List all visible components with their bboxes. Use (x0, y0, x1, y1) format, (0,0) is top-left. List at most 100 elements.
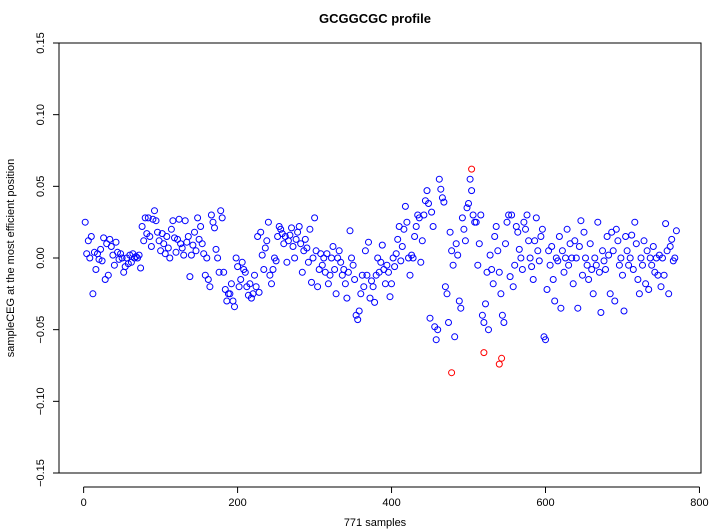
data-point (388, 280, 395, 288)
data-point (538, 225, 546, 233)
data-point (463, 204, 471, 212)
data-point (117, 250, 125, 258)
data-point (488, 266, 496, 273)
data-point (445, 319, 452, 326)
data-point (662, 220, 670, 228)
y-tick-label: 0.10 (35, 104, 47, 125)
data-point (457, 304, 465, 312)
data-point (460, 225, 468, 233)
data-point (218, 214, 226, 222)
data-point (100, 234, 108, 242)
data-point (346, 227, 354, 235)
data-point (579, 271, 586, 279)
data-point (503, 218, 511, 226)
data-point (357, 290, 365, 298)
data-point (605, 251, 613, 259)
data-point (92, 266, 100, 273)
data-point (586, 240, 594, 248)
data-point (428, 208, 436, 216)
data-point (328, 254, 335, 262)
data-point (671, 254, 679, 262)
data-point (634, 276, 642, 283)
data-point (589, 290, 597, 298)
data-point (494, 247, 502, 255)
data-point (468, 165, 476, 173)
data-point (294, 228, 302, 236)
data-point (329, 243, 337, 250)
data-point (257, 228, 265, 236)
data-point (646, 254, 654, 262)
data-point (308, 278, 315, 286)
data-point (335, 247, 343, 255)
data-point (192, 247, 200, 255)
data-point (480, 349, 488, 357)
data-point (626, 254, 634, 262)
data-point (315, 266, 323, 273)
data-point (292, 235, 300, 243)
data-point (468, 187, 476, 195)
data-point (409, 254, 417, 262)
data-point (268, 280, 275, 288)
data-point (448, 369, 456, 377)
data-point (435, 175, 443, 183)
data-point (498, 311, 506, 319)
data-point (172, 248, 180, 256)
data-point (591, 254, 599, 262)
data-point (368, 277, 375, 285)
data-point (406, 271, 414, 279)
data-point (258, 251, 266, 259)
data-point (306, 225, 314, 233)
data-point (623, 247, 631, 255)
data-point (97, 245, 105, 253)
y-axis: −0.15 −0.10 −0.05 0.00 0.05 0.10 0.15 (35, 32, 60, 487)
data-point (558, 247, 566, 255)
data-point (360, 283, 368, 291)
data-point (331, 266, 339, 273)
y-tick-label: −0.10 (35, 387, 47, 415)
data-point (594, 218, 602, 226)
data-point (574, 304, 582, 312)
data-point (508, 211, 516, 219)
data-point (649, 243, 657, 250)
data-point (569, 280, 577, 288)
data-point (323, 250, 331, 258)
data-point (543, 286, 551, 293)
data-point (599, 247, 606, 255)
data-point (600, 257, 608, 265)
data-point (314, 283, 322, 291)
data-point (563, 225, 571, 233)
data-point (631, 218, 639, 226)
data-point (241, 268, 249, 276)
data-point (597, 309, 605, 316)
data-point (465, 200, 472, 207)
data-point (284, 237, 292, 245)
data-point (160, 240, 168, 248)
data-point (545, 247, 553, 255)
data-point (140, 237, 148, 245)
data-point (637, 254, 645, 262)
data-point (344, 268, 352, 276)
data-points (81, 165, 680, 377)
data-point (283, 258, 291, 266)
data-point (512, 223, 520, 230)
data-point (178, 244, 186, 252)
data-point (234, 263, 242, 271)
data-point (542, 336, 549, 344)
data-point (668, 235, 676, 243)
data-point (531, 237, 539, 245)
data-point (400, 225, 408, 233)
data-point (291, 254, 299, 262)
data-point (204, 276, 212, 283)
data-point (87, 233, 95, 240)
data-point (164, 244, 172, 252)
data-point (206, 283, 214, 291)
data-point (663, 247, 671, 255)
x-axis: 0 200 400 600 800 (81, 486, 709, 509)
data-point (166, 254, 174, 262)
data-point (609, 247, 617, 255)
data-point (486, 251, 494, 259)
data-point (389, 254, 397, 262)
data-point (301, 235, 309, 243)
data-point (266, 271, 274, 279)
